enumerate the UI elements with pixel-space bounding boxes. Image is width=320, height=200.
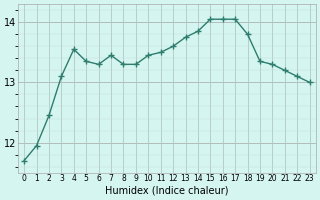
X-axis label: Humidex (Indice chaleur): Humidex (Indice chaleur) [105, 186, 228, 196]
